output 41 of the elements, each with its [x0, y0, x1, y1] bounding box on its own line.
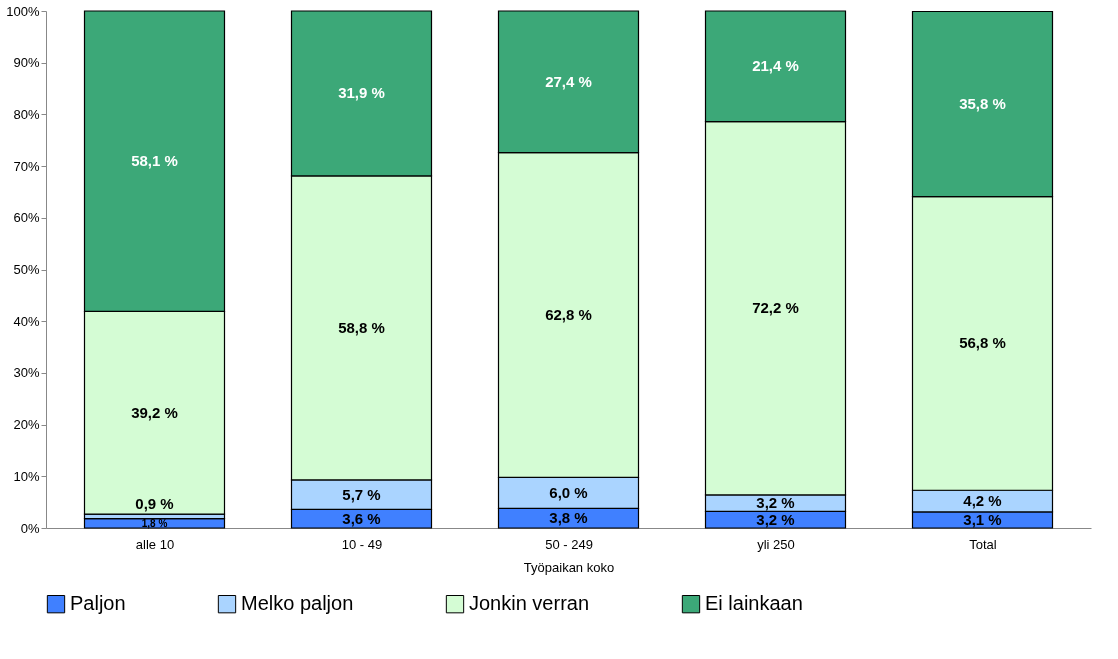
data-label: 3,1 %: [963, 510, 1002, 528]
data-label: 72,2 %: [752, 299, 799, 317]
data-label: 39,2 %: [131, 403, 178, 421]
data-label: 3,2 %: [756, 494, 795, 512]
y-tick-label: 60%: [13, 210, 40, 226]
x-tick-label: 50 - 249: [545, 536, 593, 552]
x-axis-title: Työpaikan koko: [523, 559, 615, 575]
x-tick-label: Total: [969, 536, 997, 552]
y-tick-label: 10%: [13, 468, 40, 484]
y-tick-label: 20%: [13, 417, 40, 433]
x-tick-label: alle 10: [135, 536, 175, 552]
y-tick-label: 0%: [20, 520, 40, 536]
data-label: 3,2 %: [756, 510, 795, 528]
data-label: 21,4 %: [752, 57, 799, 75]
data-label: 6,0 %: [549, 483, 588, 501]
data-label: 3,8 %: [549, 509, 588, 527]
legend-label: Jonkin verran: [469, 592, 590, 615]
x-tick-label: 10 - 49: [341, 536, 383, 552]
legend-label: Ei lainkaan: [705, 592, 803, 615]
data-label: 0,9 %: [135, 495, 174, 513]
y-tick-label: 80%: [13, 106, 40, 122]
y-tick-label: 100%: [6, 3, 40, 19]
y-tick-label: 40%: [13, 313, 40, 329]
y-tick-label: 30%: [13, 365, 40, 381]
data-label: 58,1 %: [131, 152, 178, 170]
legend-label: Paljon: [70, 592, 126, 615]
y-tick-label: 90%: [13, 55, 40, 71]
data-label: 27,4 %: [545, 72, 592, 90]
data-label: 62,8 %: [545, 306, 592, 323]
x-tick-label: yli 250: [757, 536, 795, 552]
data-label: 4,2 %: [963, 492, 1002, 510]
data-label: 58,8 %: [338, 318, 385, 336]
legend-label: Melko paljon: [241, 592, 354, 615]
data-label: 3,6 %: [342, 509, 381, 527]
data-label: 56,8 %: [959, 334, 1006, 352]
data-label: 31,9 %: [338, 84, 385, 102]
y-tick-label: 70%: [13, 158, 40, 174]
data-label: 5,7 %: [342, 485, 381, 503]
data-label: 1,8 %: [141, 518, 168, 530]
data-label: 35,8 %: [959, 95, 1006, 113]
y-tick-label: 50%: [13, 262, 40, 277]
